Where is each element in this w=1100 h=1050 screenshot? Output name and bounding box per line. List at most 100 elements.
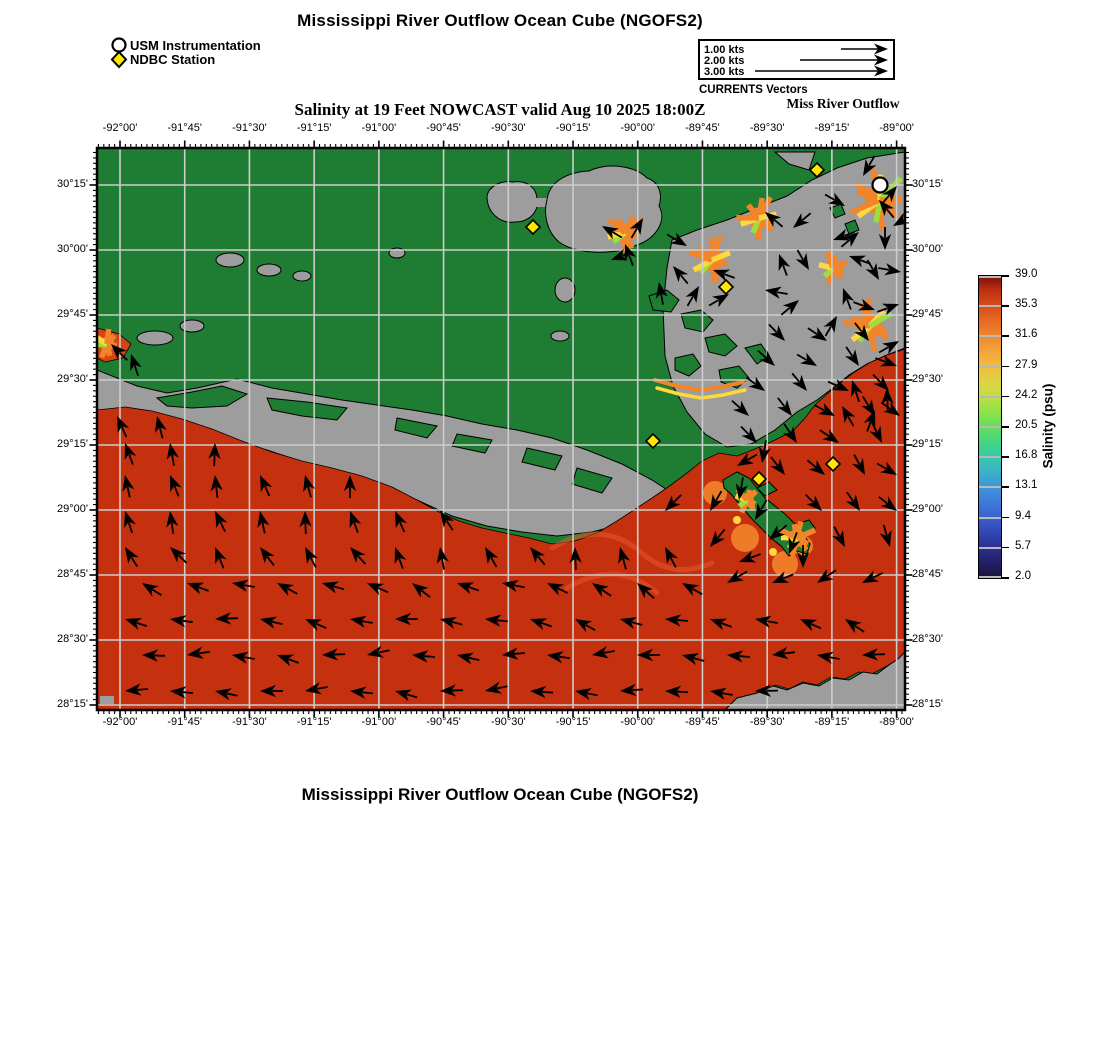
- colorbar-tick: [1002, 546, 1009, 549]
- current-arrow: [824, 192, 845, 206]
- current-arrow: [788, 532, 801, 554]
- current-arrow: [485, 547, 499, 568]
- current-arrow: [852, 454, 865, 475]
- current-arrow: [485, 614, 508, 627]
- current-arrow: [592, 646, 615, 659]
- current-arrow: [755, 615, 778, 628]
- current-arrow: [800, 619, 822, 632]
- current-arrow: [665, 494, 682, 511]
- current-arrow: [130, 354, 142, 377]
- current-arrow: [780, 300, 799, 316]
- current-arrow: [665, 547, 678, 568]
- current-arrow: [768, 323, 785, 341]
- current-arrow: [187, 646, 210, 659]
- current-arrow: [806, 459, 825, 475]
- current-arrow: [569, 547, 582, 571]
- colorbar-tick-label: 16.8: [1015, 449, 1038, 462]
- current-arrow: [845, 619, 865, 634]
- nodata-corner-specks: [100, 696, 114, 704]
- current-arrow: [208, 443, 221, 467]
- lat-tick-label-right: 30°00': [912, 243, 943, 255]
- currents-scale-box: 1.00 kts 2.00 kts 3.00 kts: [698, 39, 895, 80]
- current-arrow: [575, 687, 598, 701]
- current-arrow: [412, 650, 435, 663]
- current-arrow: [260, 684, 283, 698]
- lon-tick-label-bottom: -89°30': [749, 716, 785, 728]
- current-arrow: [394, 547, 407, 569]
- current-arrow: [755, 499, 769, 520]
- lon-tick-label-top: -89°00': [879, 122, 914, 134]
- footer-title: Mississippi River Outflow Ocean Cube (NG…: [301, 785, 699, 804]
- ndbc-station-marker: [644, 432, 662, 450]
- current-arrow: [170, 547, 188, 564]
- current-arrow: [367, 583, 389, 596]
- ndbc-legend-label: NDBC Station: [130, 52, 216, 67]
- lon-tick-label-top: -91°45': [167, 122, 203, 134]
- colorbar-gridline: [979, 516, 1001, 519]
- colorbar-tick: [1002, 456, 1009, 458]
- current-arrow: [735, 477, 748, 500]
- current-arrow: [142, 583, 162, 597]
- current-arrow: [872, 373, 889, 391]
- current-arrow: [170, 686, 193, 699]
- current-ray-clusters: [97, 166, 903, 557]
- lon-tick-label-bottom: -90°45': [426, 716, 461, 728]
- graticule-grid: [97, 148, 905, 710]
- current-arrow: [875, 354, 897, 367]
- current-arrow: [757, 349, 775, 366]
- colorbar-tick: [1002, 365, 1009, 368]
- current-arrow: [602, 226, 623, 240]
- current-arrow: [277, 654, 299, 667]
- lon-tick-label-bottom: -91°45': [167, 716, 203, 728]
- current-arrow: [682, 583, 703, 597]
- current-arrow: [877, 303, 899, 316]
- ndbc-station-marker: [808, 161, 826, 179]
- current-arrow: [170, 615, 193, 628]
- current-arrow: [117, 416, 130, 438]
- current-arrow: [795, 249, 809, 270]
- current-arrow: [620, 683, 644, 697]
- lon-tick-label-top: -90°45': [426, 122, 461, 134]
- lat-tick-label-left: 29°00': [57, 503, 88, 515]
- map-plot: [89, 140, 913, 718]
- current-arrow: [436, 547, 449, 570]
- current-arrow: [862, 570, 884, 583]
- current-arrow: [710, 528, 726, 547]
- current-arrow: [187, 582, 209, 595]
- colorbar-tick: [1002, 516, 1009, 519]
- colorbar-tick: [1002, 305, 1009, 307]
- lat-tick-label-right: 29°15': [912, 438, 943, 450]
- current-arrow: [232, 579, 255, 592]
- current-arrow: [592, 583, 612, 598]
- current-arrow: [737, 452, 758, 466]
- lon-tick-label-top: -91°15': [296, 122, 332, 134]
- current-arrow: [124, 511, 136, 534]
- colorbar-tick-label: 2.0: [1015, 570, 1031, 582]
- colorbar-gridline: [979, 456, 1001, 459]
- current-arrow: [845, 491, 860, 511]
- current-arrow: [260, 616, 283, 629]
- lat-tick-label-right: 29°30': [912, 373, 943, 385]
- current-arrow: [575, 619, 596, 633]
- current-arrow: [530, 547, 546, 566]
- ndbc-station-marker: [717, 278, 735, 296]
- colorbar-gridline: [979, 395, 1001, 398]
- lat-tick-label-right: 29°45': [912, 308, 943, 320]
- current-arrow: [861, 396, 875, 416]
- current-arrow: [731, 399, 749, 416]
- current-arrow: [260, 475, 273, 497]
- lat-tick-label-right: 28°45': [912, 568, 943, 580]
- current-arrow: [395, 511, 408, 533]
- current-arrow: [350, 547, 367, 565]
- current-arrow: [629, 218, 643, 239]
- current-arrow: [122, 475, 135, 498]
- colorbar: [978, 275, 1002, 579]
- current-arrow: [655, 282, 668, 305]
- current-arrow: [770, 456, 785, 475]
- lat-tick-label-right: 29°00': [912, 503, 943, 515]
- colorbar-title: Salinity (psu): [1040, 383, 1056, 469]
- current-arrow: [840, 232, 859, 248]
- lon-tick-label-bottom: -90°15': [555, 716, 591, 728]
- current-arrow: [863, 155, 877, 176]
